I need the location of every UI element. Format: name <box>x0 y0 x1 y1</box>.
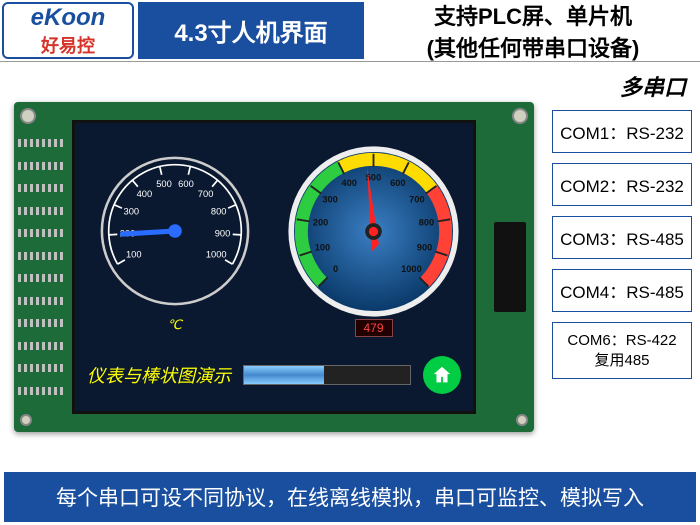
svg-text:300: 300 <box>322 194 337 204</box>
header: eKoon 好易控 4.3寸人机界面 支持PLC屏、单片机 (其他任何带串口设备… <box>0 0 700 62</box>
logo-cn: 好易控 <box>41 32 95 58</box>
gauge-left: 1002003004005006007008009001000 ℃ <box>75 123 274 339</box>
progress-fill <box>244 366 324 384</box>
demo-text: 仪表与棒状图演示 <box>87 362 231 388</box>
svg-text:300: 300 <box>123 207 139 217</box>
svg-text:400: 400 <box>341 178 356 188</box>
gauge-right: 01002003004005006007008009001000 479 <box>274 123 473 339</box>
svg-text:1000: 1000 <box>401 263 422 273</box>
side-panel: 多串口 COM1：RS-232 COM2：RS-232 COM3：RS-485 COM… <box>548 62 700 472</box>
svg-text:100: 100 <box>315 242 330 252</box>
home-icon <box>431 364 453 386</box>
com-port: COM2：RS-232 <box>552 163 692 206</box>
svg-text:600: 600 <box>178 179 194 189</box>
title: 4.3寸人机界面 <box>138 2 364 59</box>
pcb-chip <box>494 222 526 312</box>
support-text: 支持PLC屏、单片机 (其他任何带串口设备) <box>366 0 700 61</box>
gauge-right-readout: 479 <box>354 319 392 337</box>
board-area: ECU43N_970 20190928 V1.13 10020030040050… <box>0 62 548 472</box>
com-port: COM4：RS-485 <box>552 269 692 312</box>
gauge-left-svg: 1002003004005006007008009001000 <box>90 146 260 316</box>
svg-text:500: 500 <box>156 179 172 189</box>
com-port: COM1：RS-232 <box>552 110 692 153</box>
gauge-left-unit: ℃ <box>167 317 182 333</box>
progress-bar <box>243 365 411 385</box>
hmi-screen: 1002003004005006007008009001000 ℃ 010020… <box>72 120 476 414</box>
support-line1: 支持PLC屏、单片机 <box>434 0 632 31</box>
main: ECU43N_970 20190928 V1.13 10020030040050… <box>0 62 700 472</box>
svg-text:200: 200 <box>313 217 328 227</box>
svg-text:700: 700 <box>197 189 213 199</box>
pcb-board: ECU43N_970 20190928 V1.13 10020030040050… <box>14 102 534 432</box>
svg-text:0: 0 <box>333 263 338 273</box>
svg-text:100: 100 <box>125 249 141 259</box>
svg-text:400: 400 <box>136 189 152 199</box>
svg-text:1000: 1000 <box>205 249 226 259</box>
gauge-row: 1002003004005006007008009001000 ℃ 010020… <box>75 123 473 339</box>
bottom-bar: 每个串口可设不同协议，在线离线模拟，串口可监控、模拟写入 <box>4 472 696 522</box>
home-button[interactable] <box>423 356 461 394</box>
screen-footer: 仪表与棒状图演示 <box>75 339 473 411</box>
logo: eKoon 好易控 <box>2 2 134 59</box>
gauge-right-svg: 01002003004005006007008009001000 <box>281 139 466 324</box>
side-title: 多串口 <box>552 70 692 102</box>
support-line2: (其他任何带串口设备) <box>427 31 640 63</box>
svg-text:700: 700 <box>409 194 424 204</box>
svg-text:900: 900 <box>417 242 432 252</box>
pcb-pin-header <box>18 132 66 402</box>
svg-text:600: 600 <box>390 178 405 188</box>
com-port: COM3：RS-485 <box>552 216 692 259</box>
svg-text:800: 800 <box>210 207 226 217</box>
logo-en: eKoon <box>31 4 106 32</box>
svg-text:800: 800 <box>419 217 434 227</box>
svg-text:900: 900 <box>214 228 230 238</box>
com-port-multi: COM6：RS-422复用485 <box>552 322 692 379</box>
